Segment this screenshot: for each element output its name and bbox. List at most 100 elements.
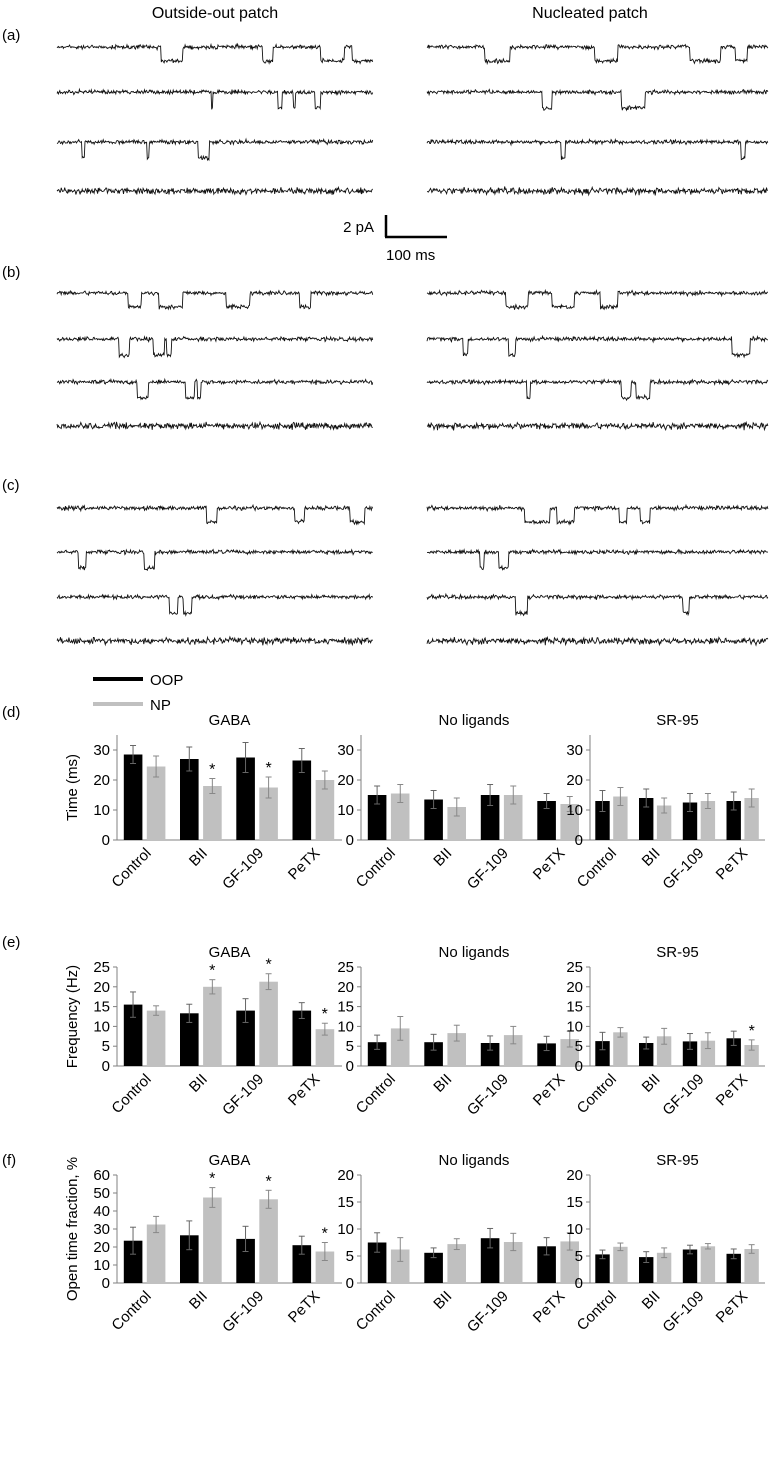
chart-title: SR-95: [656, 944, 699, 961]
bar-np: [560, 1241, 579, 1283]
x-tick-label: GF-109: [219, 1288, 267, 1336]
x-tick-label: PeTX: [285, 1288, 324, 1327]
bar-oop: [424, 1042, 443, 1066]
bar-chart-e-2: No ligands 0 5 10 15 20 25 Control BII GF-109 PeTX: [337, 944, 587, 1119]
significance-star: *: [265, 760, 271, 777]
y-tick-label: 20: [566, 1167, 583, 1184]
bar-oop: [180, 1013, 199, 1066]
y-tick-label: 30: [93, 742, 110, 759]
x-tick-label: Control: [108, 1071, 154, 1117]
current-trace: [426, 503, 769, 526]
bar-oop: [595, 1254, 610, 1283]
y-tick-label: 25: [93, 959, 110, 976]
y-tick-label: 5: [102, 1038, 110, 1055]
chart-title: SR-95: [656, 712, 699, 729]
bar-np: [146, 1224, 166, 1283]
x-tick-label: Control: [353, 1288, 399, 1334]
bar-oop: [123, 1004, 143, 1066]
bar-np: [203, 1197, 222, 1283]
bar-np: [560, 1039, 579, 1066]
x-tick-label: PeTX: [285, 1071, 324, 1110]
x-tick-label: BII: [186, 1288, 211, 1313]
significance-star: *: [265, 1173, 271, 1190]
current-trace: [426, 378, 769, 402]
current-trace: [427, 548, 769, 571]
bar-oop: [123, 754, 143, 840]
bar-oop: [480, 1043, 500, 1066]
current-trace: [56, 137, 374, 162]
current-trace: [56, 185, 373, 196]
current-trace: [56, 377, 374, 401]
x-tick-label: GF-109: [464, 1288, 512, 1336]
bar-oop: [236, 757, 255, 840]
bar-oop: [180, 1235, 199, 1283]
bar-np: [656, 1252, 672, 1283]
bar-oop: [236, 1238, 255, 1283]
y-tick-label: 5: [346, 1248, 354, 1265]
bar-oop: [726, 1253, 741, 1283]
significance-star: *: [749, 1023, 755, 1040]
panel-label-b: (b): [2, 264, 20, 281]
x-tick-label: GF-109: [219, 1071, 267, 1119]
y-tick-label: 5: [575, 1248, 583, 1265]
x-tick-label: BII: [639, 1071, 664, 1096]
chart-title: No ligands: [439, 1152, 510, 1169]
x-tick-label: Control: [108, 845, 154, 891]
bar-chart-d-2: No ligands 0 10 20 30 Control BII GF-109 PeTX: [337, 712, 587, 893]
legend-label-oop: OOP: [150, 672, 183, 689]
x-tick-label: GF-109: [659, 845, 707, 893]
bar-oop: [424, 1252, 443, 1283]
y-tick-label: 30: [566, 742, 583, 759]
current-trace: [56, 289, 374, 311]
bar-oop: [639, 798, 654, 840]
bar-chart-f-2: No ligands 0 5 10 15 20 Control BII GF-109 PeTX: [337, 1152, 587, 1336]
bar-oop: [367, 1042, 387, 1066]
y-tick-label: 0: [102, 832, 110, 849]
current-trace: [56, 592, 374, 617]
current-trace: [426, 334, 769, 359]
bar-oop: [595, 1041, 610, 1066]
y-tick-label: 20: [566, 772, 583, 789]
y-tick-label: 0: [346, 1058, 354, 1075]
bar-np: [390, 1249, 410, 1283]
chart-title: GABA: [209, 944, 251, 961]
significance-star: *: [322, 1006, 328, 1023]
chart-title: GABA: [209, 712, 251, 729]
bar-np: [390, 793, 410, 840]
bar-np: [390, 1028, 410, 1066]
y-tick-label: 10: [566, 802, 583, 819]
current-trace: [426, 288, 769, 311]
bar-oop: [480, 1238, 500, 1283]
chart-title: SR-95: [656, 1152, 699, 1169]
bar-np: [447, 807, 466, 840]
x-tick-label: BII: [186, 1071, 211, 1096]
header-nucleated: Nucleated patch: [532, 5, 648, 22]
current-trace: [426, 635, 769, 647]
bar-np: [700, 1040, 716, 1066]
significance-star: *: [209, 1171, 215, 1188]
current-trace: [56, 503, 374, 526]
bar-oop: [682, 802, 698, 840]
bar-np: [503, 1242, 523, 1283]
bar-oop: [639, 1043, 654, 1066]
y-tick-label: 10: [93, 802, 110, 819]
x-tick-label: PeTX: [285, 845, 324, 884]
bar-oop: [123, 1240, 143, 1283]
x-tick-label: GF-109: [659, 1071, 707, 1119]
bar-np: [744, 798, 759, 840]
bar-oop: [537, 801, 556, 840]
x-tick-label: BII: [186, 845, 211, 870]
channel-traces: [56, 42, 769, 647]
x-tick-label: BII: [430, 845, 455, 870]
y-tick-label: 0: [346, 1275, 354, 1292]
bar-oop: [682, 1249, 698, 1283]
bar-oop: [726, 1038, 741, 1066]
bar-oop: [367, 795, 387, 840]
x-tick-label: PeTX: [713, 1288, 752, 1327]
current-trace: [56, 635, 373, 647]
y-tick-label: 20: [566, 979, 583, 996]
